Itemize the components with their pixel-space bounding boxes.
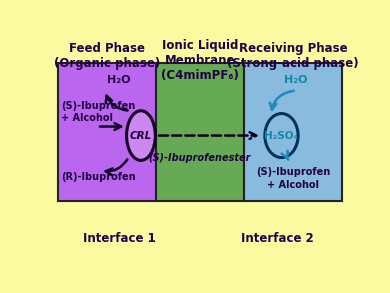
Text: (S)-Ibuprofen
+ Alcohol: (S)-Ibuprofen + Alcohol: [256, 167, 330, 190]
Text: H₂SO₄: H₂SO₄: [264, 131, 298, 141]
Text: (S)-Ibuprofen
+ Alcohol: (S)-Ibuprofen + Alcohol: [61, 101, 135, 123]
Text: H₂O: H₂O: [107, 75, 131, 85]
Text: Interface 2: Interface 2: [241, 232, 314, 245]
Bar: [58, 63, 156, 201]
Ellipse shape: [265, 114, 298, 158]
Text: (R)-Ibuprofen: (R)-Ibuprofen: [61, 172, 135, 182]
Text: CRL: CRL: [130, 131, 152, 141]
Text: Ionic Liquid
Membrane
(C4mimPF₆): Ionic Liquid Membrane (C4mimPF₆): [161, 39, 239, 81]
Text: Feed Phase
(Organic phase): Feed Phase (Organic phase): [54, 42, 160, 70]
Text: Interface 1: Interface 1: [83, 232, 155, 245]
Text: Receiving Phase
(Strong-acid phase): Receiving Phase (Strong-acid phase): [227, 42, 359, 70]
Text: (S)-Ibuprofenester: (S)-Ibuprofenester: [149, 153, 251, 163]
Bar: [156, 63, 244, 201]
Ellipse shape: [127, 111, 155, 160]
Text: H₂O: H₂O: [284, 75, 308, 85]
Bar: [244, 63, 342, 201]
